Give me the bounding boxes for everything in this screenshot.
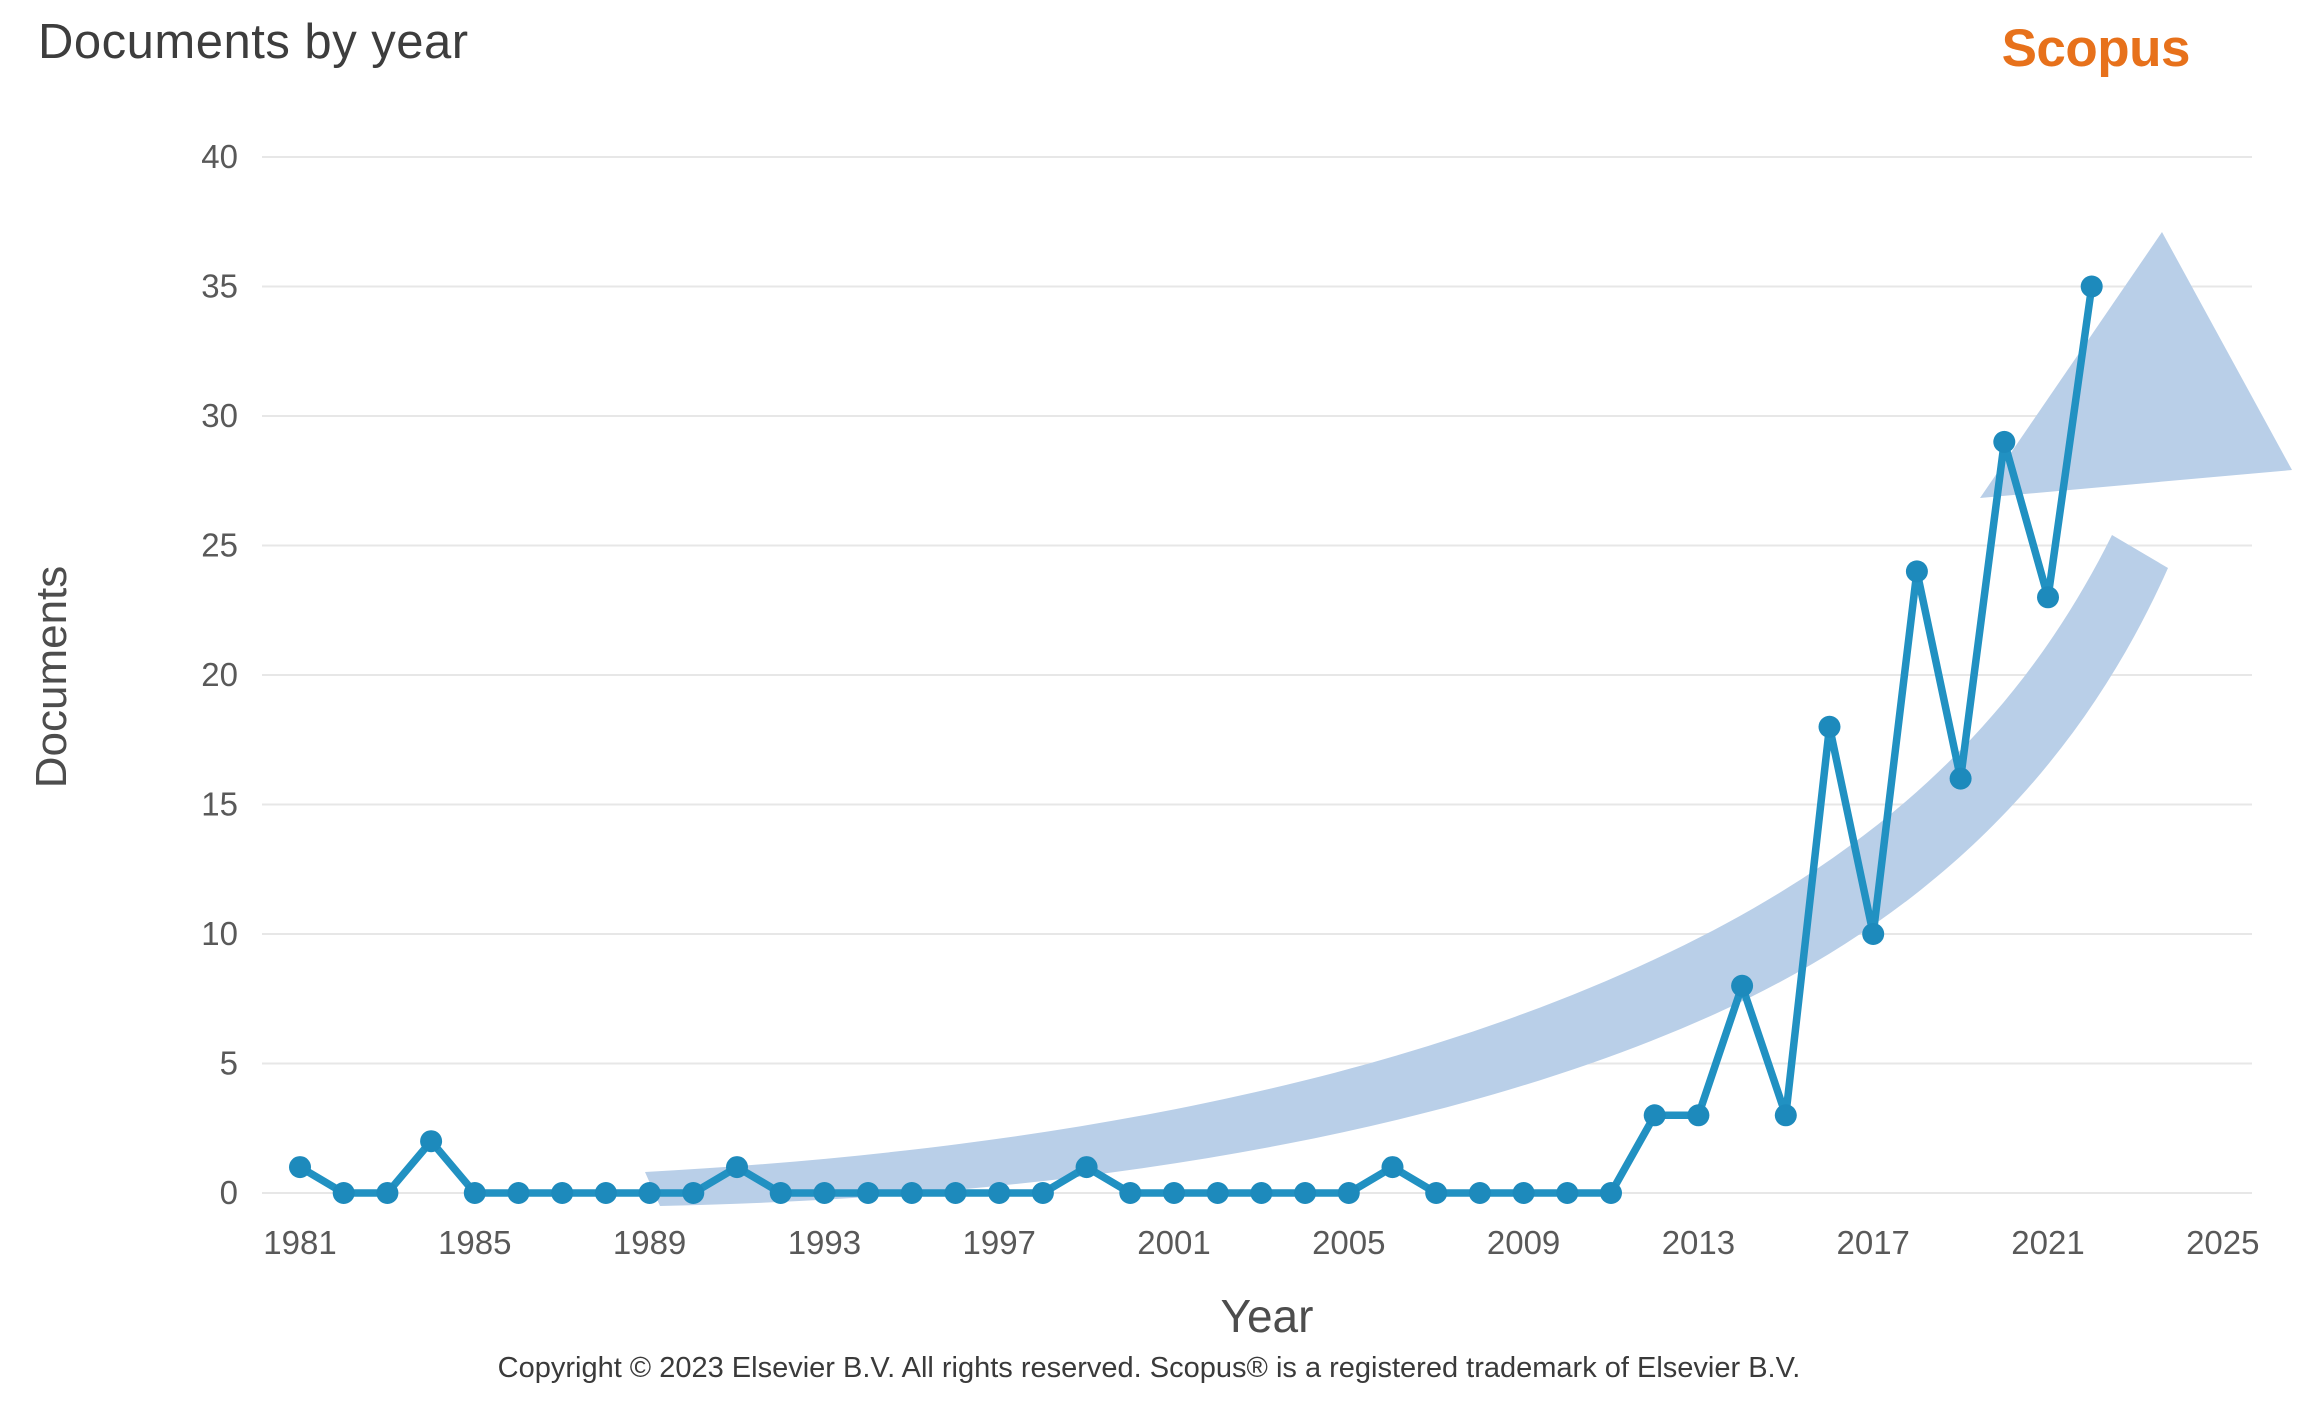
data-point: [1119, 1182, 1142, 1204]
y-tick-label: 15: [201, 786, 238, 823]
data-points: [289, 275, 2103, 1204]
data-point: [2037, 586, 2059, 609]
data-point: [1075, 1156, 1098, 1179]
data-point: [420, 1130, 443, 1153]
data-point: [1337, 1182, 1360, 1204]
page-title: Documents by year: [38, 15, 469, 69]
series-line: [296, 282, 2096, 1197]
trend-arrow-head: [1980, 232, 2292, 498]
data-point: [682, 1182, 705, 1204]
x-tick-label: 1993: [788, 1224, 861, 1261]
data-point: [1381, 1156, 1404, 1179]
data-point: [944, 1182, 967, 1204]
data-point: [289, 1156, 311, 1179]
scopus-logo: Scopus: [2001, 19, 2191, 78]
x-tick-label: 2017: [1836, 1224, 1909, 1261]
data-point: [1993, 430, 2016, 453]
data-point: [1425, 1182, 1448, 1204]
data-point: [1031, 1182, 1054, 1204]
data-point: [638, 1182, 661, 1204]
data-point: [988, 1182, 1011, 1204]
x-tick-label: 2005: [1312, 1224, 1385, 1261]
data-point: [1468, 1182, 1491, 1204]
data-point: [1643, 1104, 1666, 1127]
x-tick-label: 2021: [2011, 1224, 2084, 1261]
data-point: [1862, 923, 1885, 945]
data-point: [1774, 1104, 1797, 1127]
data-point: [1250, 1182, 1273, 1204]
x-axis-title: Year: [1221, 1290, 1314, 1342]
data-point: [900, 1182, 923, 1204]
data-point: [507, 1182, 530, 1204]
data-point: [1556, 1182, 1579, 1204]
data-point: [857, 1182, 880, 1204]
x-tick-labels: 1981 1985 1989 1993 1997 2001 2005 2009 2013 2017…: [263, 1224, 2259, 1261]
data-point: [1512, 1182, 1535, 1204]
y-tick-label: 10: [201, 915, 238, 952]
data-point: [1731, 974, 1754, 997]
data-point: [332, 1182, 355, 1204]
trend-arrow-band: [645, 535, 2168, 1206]
y-axis-title: Documents: [27, 566, 76, 789]
data-point: [1905, 560, 1928, 583]
data-point: [1687, 1104, 1710, 1127]
y-tick-label: 25: [201, 527, 238, 564]
data-point: [551, 1182, 574, 1204]
y-tick-label: 30: [201, 397, 238, 434]
data-point: [376, 1182, 399, 1204]
data-point: [769, 1182, 792, 1204]
gridlines: [262, 156, 2252, 1194]
data-point: [1949, 767, 1972, 790]
data-point: [1818, 715, 1841, 738]
data-point: [813, 1182, 836, 1204]
y-tick-label: 40: [201, 138, 238, 175]
x-tick-label: 1985: [438, 1224, 511, 1261]
y-tick-label: 35: [201, 268, 238, 305]
data-point: [2080, 275, 2103, 298]
data-point: [1600, 1182, 1622, 1204]
data-point: [594, 1182, 617, 1204]
data-point: [1206, 1182, 1229, 1204]
x-tick-label: 2025: [2186, 1224, 2259, 1261]
x-tick-label: 2009: [1487, 1224, 1560, 1261]
x-tick-label: 1989: [613, 1224, 686, 1261]
x-tick-label: 2013: [1662, 1224, 1735, 1261]
y-tick-label: 0: [220, 1174, 238, 1211]
x-tick-label: 2001: [1137, 1224, 1210, 1261]
data-point: [1294, 1182, 1317, 1204]
data-point: [1163, 1182, 1185, 1204]
y-tick-label: 5: [220, 1045, 238, 1082]
x-tick-label: 1997: [962, 1224, 1035, 1261]
x-tick-label: 1981: [263, 1224, 336, 1261]
trend-arrow: [645, 232, 2292, 1206]
data-point: [463, 1182, 486, 1204]
data-point: [726, 1156, 748, 1179]
y-tick-label: 20: [201, 656, 238, 693]
y-tick-labels: 0 5 10 15 20 25 30 35 40: [201, 138, 238, 1211]
copyright-notice: Copyright © 2023 Elsevier B.V. All right…: [497, 1352, 1801, 1384]
